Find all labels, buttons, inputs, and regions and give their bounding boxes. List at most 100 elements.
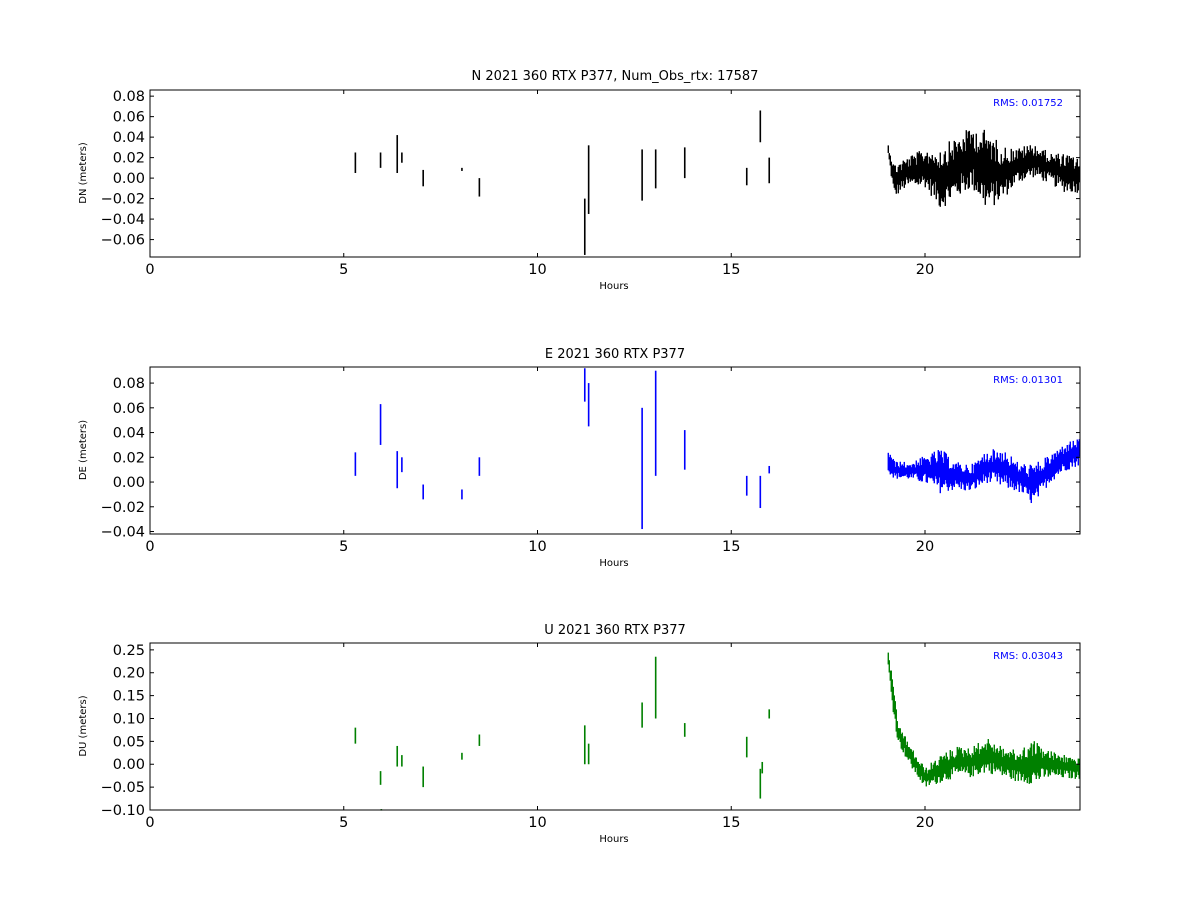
data-point-strip [911,751,913,769]
data-point-strip [1032,155,1034,178]
data-point-strip [920,763,922,777]
data-point-strip [1007,160,1009,189]
data-point-strip [940,450,942,488]
data-point-cluster [683,430,686,470]
data-point-strip [931,453,933,479]
data-point-strip [964,151,966,190]
data-point-strip [978,149,980,192]
data-point-strip [993,147,995,206]
data-points [354,652,1080,811]
data-point-strip [986,743,988,765]
data-point-strip [1068,155,1070,184]
data-point-strip [921,763,923,783]
data-point-strip [1047,458,1049,480]
data-point-strip [889,670,891,681]
data-point-strip [933,162,935,195]
data-point-strip [943,154,945,198]
data-point-strip [1038,746,1040,779]
data-point-strip [1074,166,1076,193]
data-point-strip [1003,755,1005,774]
data-point-strip [979,461,981,481]
data-point-strip [1044,457,1046,479]
y-tick-label: 0.02 [113,151,145,167]
data-point-strip [898,728,900,739]
data-point-strip [894,165,896,190]
data-point-strip [933,451,935,484]
x-tick-label: 10 [528,815,546,831]
data-point-strip [997,161,999,200]
data-point-strip [981,147,983,185]
data-point-cluster [379,404,382,445]
y-tick-label: 0.05 [113,734,145,750]
data-point-strip [1041,151,1043,178]
data-point-strip [907,166,909,184]
data-point-strip [1077,441,1079,466]
data-point-strip [893,460,895,473]
data-point-strip [984,143,986,205]
data-point-strip [942,462,944,484]
data-point-strip [1052,158,1054,178]
data-point-strip [983,454,985,481]
data-point-strip [1021,150,1023,181]
data-point-strip [1001,453,1003,479]
data-point-strip [970,757,972,776]
data-point-strip [901,464,903,477]
data-point-strip [959,146,961,194]
data-point-strip [934,760,936,782]
data-point-strip [998,163,1000,197]
axes-frame [149,89,1081,258]
data-point-strip [1064,448,1066,471]
data-point-strip [1055,154,1057,187]
data-point-strip [1071,759,1073,778]
data-point-strip [966,755,968,767]
data-point-strip [1024,757,1026,780]
data-point-strip [928,769,930,785]
data-point-strip [1003,459,1005,476]
data-point-strip [903,461,905,476]
data-point-strip [962,471,964,485]
data-point-cluster [587,145,590,214]
y-tick-label: 0.04 [113,130,145,146]
data-point-strip [999,164,1001,187]
data-point-cluster [461,489,463,500]
data-point-strip [1028,152,1030,171]
data-point-strip [1035,465,1037,489]
data-point-cluster [587,383,590,427]
data-point-strip [1045,162,1047,182]
data-point-strip [960,468,962,489]
data-point-strip [967,470,969,483]
data-point-strip [894,466,896,476]
data-point-strip [1025,473,1027,488]
data-point-strip [973,464,975,483]
data-point-cluster [396,135,399,173]
data-point-strip [961,753,963,772]
data-point-strip [934,458,936,477]
data-point-strip [1053,752,1055,773]
data-point-strip [1066,155,1068,191]
data-point-strip [1036,150,1038,174]
data-point-strip [950,155,952,188]
data-point-strip [1018,757,1020,772]
data-point-strip [891,679,893,701]
data-point-strip [946,458,948,487]
data-point-strip [1023,464,1025,487]
data-point-strip [1054,753,1056,775]
data-point-strip [966,467,968,486]
data-point-strip [1044,753,1046,775]
data-point-strip [942,756,944,778]
y-axis-label: DN (meters) [78,142,89,204]
data-point-strip [1020,466,1022,486]
data-point-cluster [401,152,403,163]
data-point-strip [1015,466,1017,490]
data-point-strip [1072,157,1074,182]
y-axis-label: DE (meters) [78,420,89,480]
data-point-strip [1046,753,1048,771]
data-point-strip [971,753,973,767]
data-point-strip [1049,757,1051,776]
data-point-strip [944,452,946,481]
data-point-strip [981,457,983,483]
data-point-cluster [422,169,424,187]
data-point-strip [914,158,916,184]
data-point-cluster [759,768,762,799]
data-point-strip [1064,762,1066,774]
